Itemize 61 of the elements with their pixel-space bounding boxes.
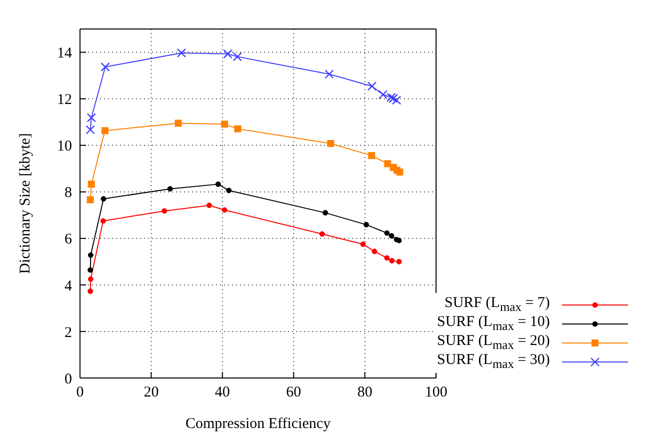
point [86, 125, 95, 134]
point [88, 252, 94, 258]
point [100, 62, 110, 72]
point [174, 120, 182, 127]
point [319, 231, 325, 237]
point [368, 152, 376, 160]
point [396, 258, 402, 264]
point [372, 248, 378, 254]
point [88, 276, 94, 282]
point [101, 127, 108, 134]
legend-label: SURF (L$_{max}$ = 10) [437, 314, 550, 334]
point [88, 267, 94, 273]
point [384, 160, 392, 168]
x-axis-title: Compression Efficiency [185, 416, 332, 432]
point [221, 120, 228, 128]
point [396, 168, 404, 176]
y-tick-label: 10 [57, 138, 72, 155]
point [88, 288, 94, 294]
point [392, 96, 402, 105]
point [367, 82, 377, 91]
point [364, 222, 370, 228]
x-tick-label: 80 [357, 384, 372, 401]
point [162, 208, 168, 214]
point [167, 186, 173, 192]
point [176, 48, 186, 58]
point [322, 210, 328, 216]
x-tick-label: 100 [424, 384, 448, 401]
point [223, 49, 232, 58]
point [327, 140, 334, 147]
point [100, 196, 106, 202]
point [360, 241, 366, 247]
legend-label: SURF (L$_{max}$ = 7) [444, 294, 550, 314]
point [86, 113, 96, 122]
point [389, 258, 395, 264]
point [86, 196, 94, 204]
x-tick-label: 60 [286, 384, 302, 401]
y-tick-label: 14 [57, 46, 72, 62]
y-tick-label: 2 [64, 324, 72, 341]
point [88, 180, 95, 188]
point [206, 202, 212, 208]
point [384, 230, 390, 236]
y-tick-label: 0 [64, 371, 72, 388]
x-tick-label: 40 [214, 384, 230, 401]
point [222, 207, 228, 213]
y-tick-label: 4 [64, 278, 72, 294]
point [226, 188, 232, 194]
x-tick-label: 20 [144, 384, 159, 401]
point [384, 255, 390, 261]
y-tick-label: 8 [64, 185, 72, 202]
y-tick-label: 6 [64, 232, 72, 248]
point [234, 125, 242, 132]
point [100, 218, 106, 224]
point [324, 70, 334, 79]
point [388, 233, 394, 239]
point [232, 52, 242, 62]
legend-label: SURF (L$_{max}$ = 20) [437, 332, 550, 352]
legend-label: SURF (L$_{max}$ = 30) [437, 352, 550, 372]
x-tick-label: 0 [76, 384, 84, 401]
point [215, 181, 221, 187]
y-tick-label: 12 [57, 92, 72, 108]
y-axis-title: Dictionary Size [kbyte] [17, 133, 34, 274]
